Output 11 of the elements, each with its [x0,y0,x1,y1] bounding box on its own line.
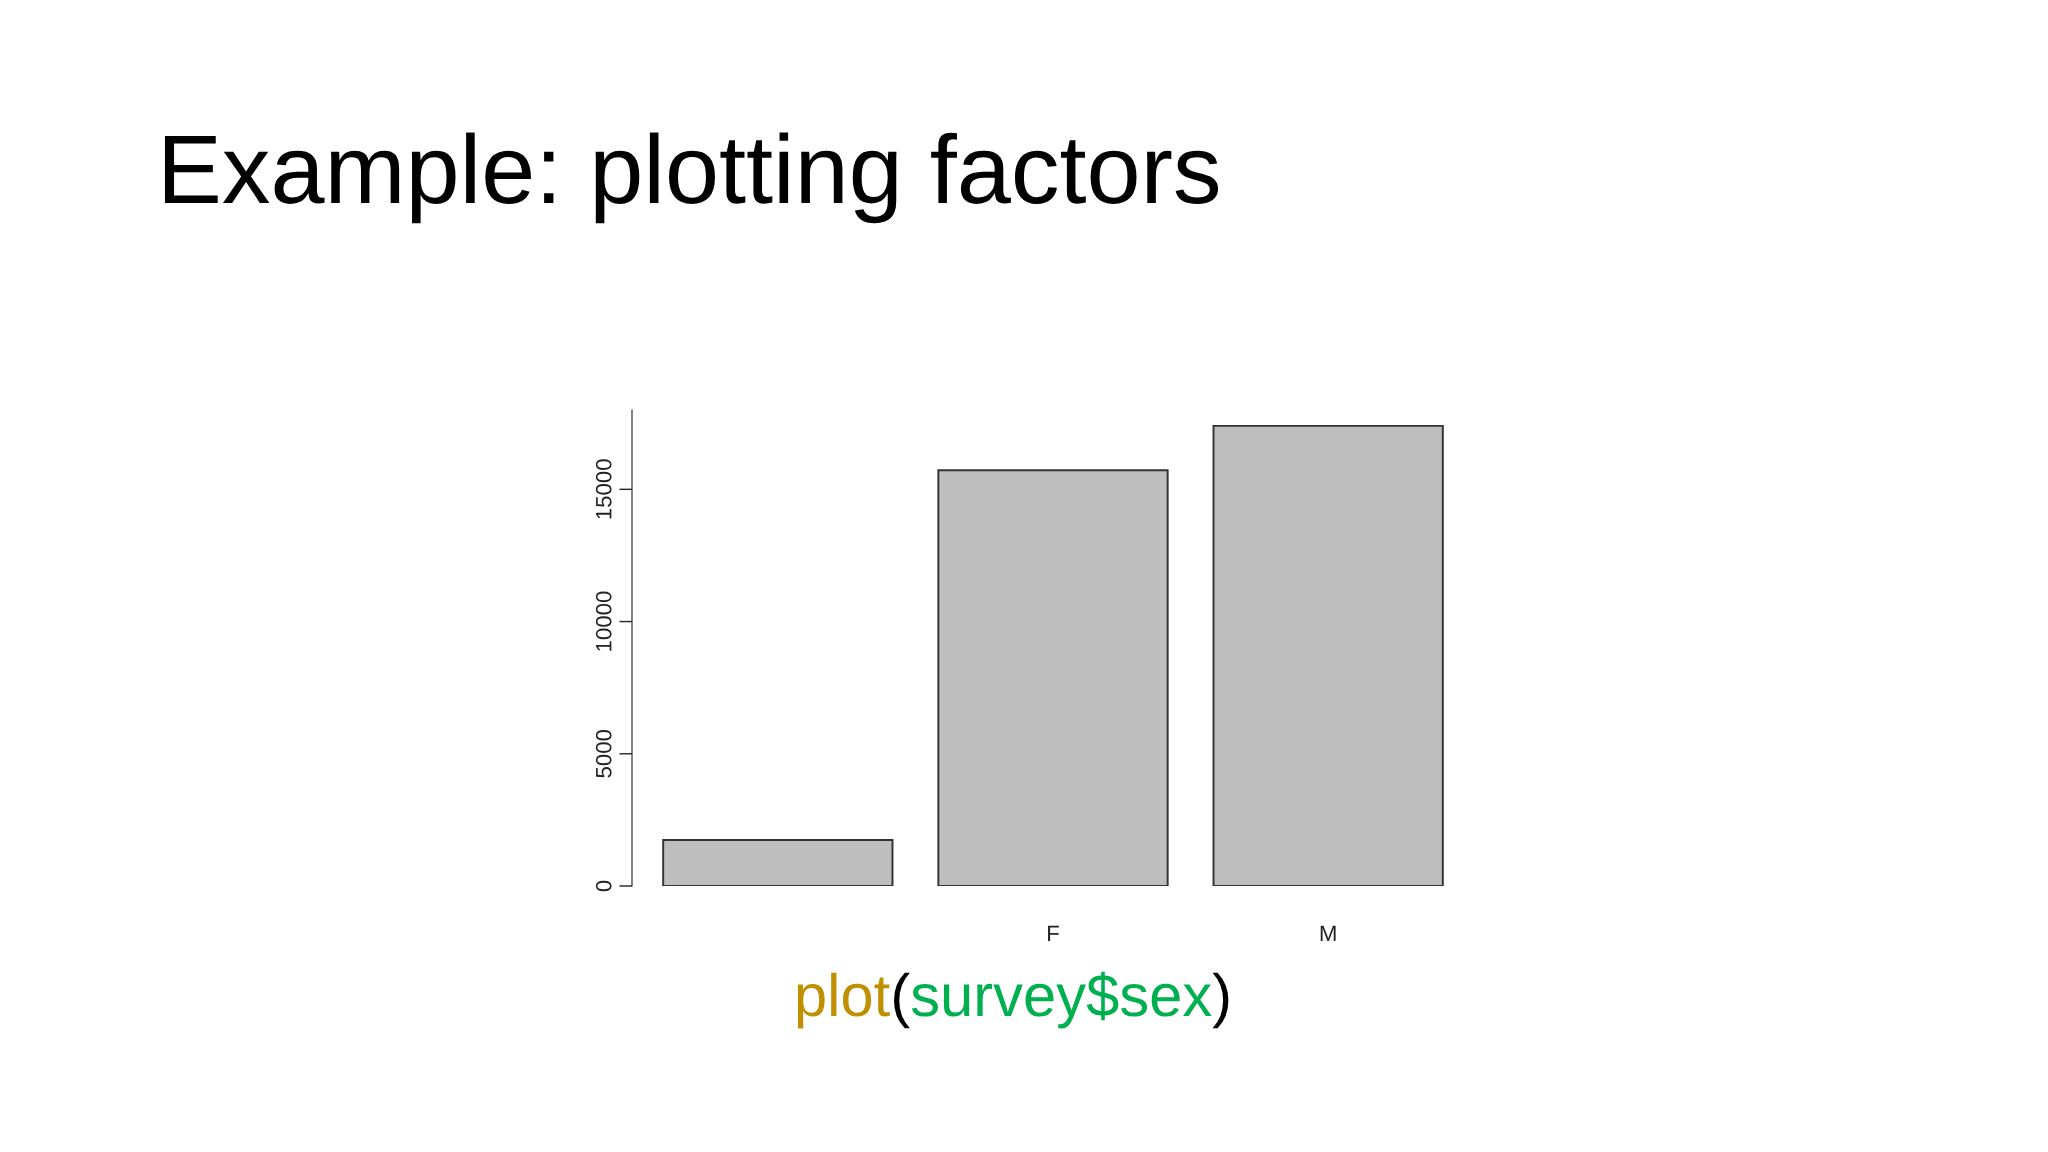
bar [1212,424,1444,886]
bar [662,839,894,886]
y-tick-label: 5000 [595,729,612,778]
x-tick-label: F [1048,925,1059,941]
chart-title: Example: plotting factors [164,132,1219,224]
bar [937,469,1169,886]
y-tick-label: 15000 [595,459,612,519]
y-tick-label: 10000 [595,591,612,651]
x-tick-label: M [1320,925,1336,941]
y-tick-label: 0 [595,880,612,892]
text: plot(survey$sex) [797,971,1229,1029]
